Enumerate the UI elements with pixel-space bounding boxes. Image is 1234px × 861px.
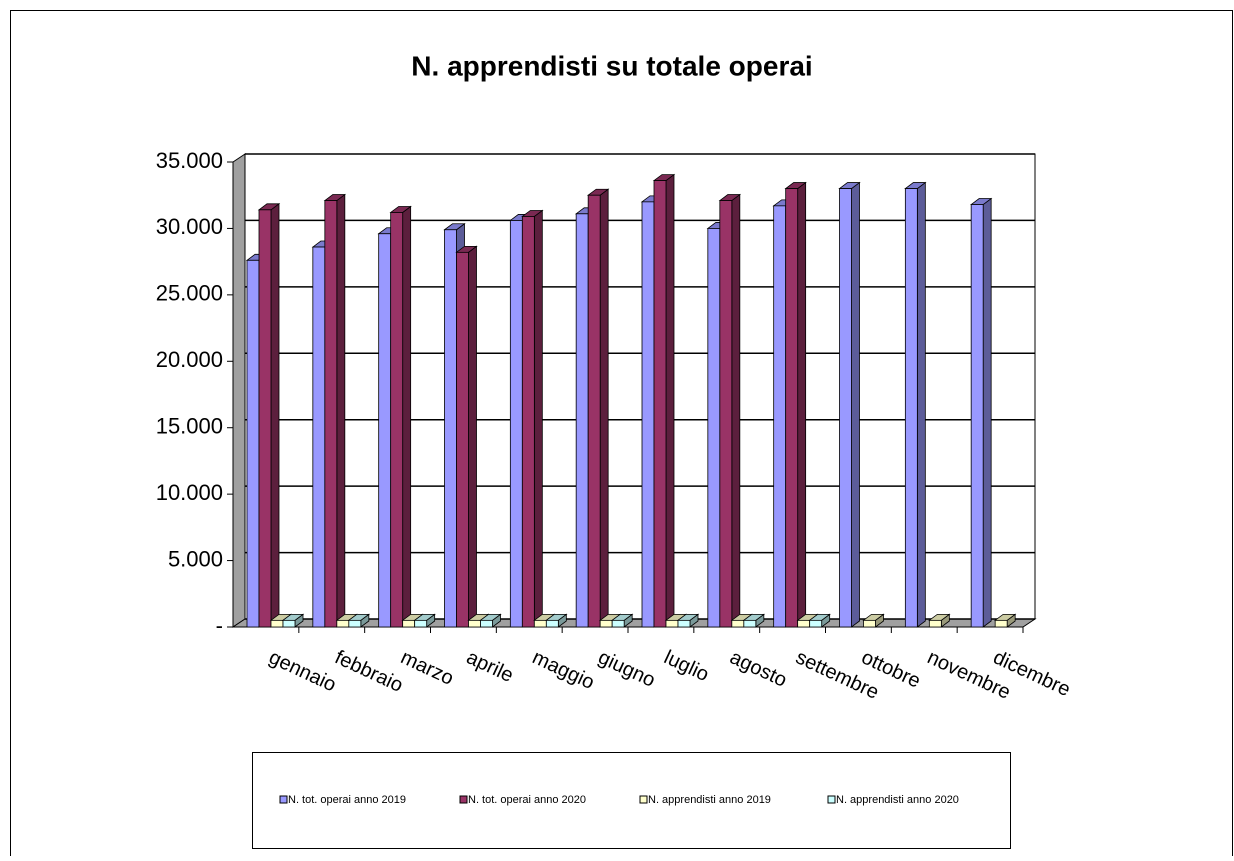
bar bbox=[414, 619, 428, 628]
legend-box bbox=[252, 752, 1011, 849]
bar bbox=[743, 619, 757, 628]
y-tick-label: 5.000 bbox=[168, 546, 223, 571]
side-wall bbox=[232, 153, 246, 628]
bar-side bbox=[468, 245, 477, 628]
bar-side bbox=[402, 205, 412, 628]
x-tick-label: agosto bbox=[726, 646, 790, 691]
chart-frame bbox=[10, 10, 1233, 861]
y-tick-label: - bbox=[216, 613, 223, 638]
bar bbox=[797, 619, 811, 628]
bar-side bbox=[665, 173, 675, 628]
x-tick-label: maggio bbox=[529, 646, 598, 694]
bar bbox=[719, 200, 733, 628]
bar bbox=[665, 619, 679, 628]
y-tick-label: 30.000 bbox=[156, 214, 223, 239]
y-tick-label: 10.000 bbox=[156, 480, 223, 505]
x-tick-label: gennaio bbox=[266, 646, 340, 696]
bar bbox=[611, 619, 625, 628]
legend-swatch bbox=[827, 795, 836, 804]
bar bbox=[402, 619, 416, 628]
bar-side bbox=[336, 193, 346, 628]
y-tick-label: 20.000 bbox=[156, 347, 223, 372]
bar bbox=[994, 619, 1008, 628]
legend-swatch bbox=[639, 795, 648, 804]
legend-swatch bbox=[279, 795, 288, 804]
bar bbox=[521, 216, 535, 628]
y-tick-label: 15.000 bbox=[156, 414, 223, 439]
x-tick-label: aprile bbox=[463, 646, 517, 687]
bar bbox=[336, 619, 350, 628]
bar bbox=[599, 619, 613, 628]
bar bbox=[809, 619, 823, 628]
bar bbox=[904, 188, 918, 628]
bar bbox=[773, 205, 787, 628]
bar bbox=[533, 619, 547, 628]
bar-side bbox=[797, 181, 807, 628]
legend-label: N. apprendisti anno 2019 bbox=[648, 794, 771, 806]
bar bbox=[444, 229, 457, 628]
bar bbox=[378, 233, 392, 628]
bar bbox=[677, 619, 691, 628]
legend-label: N. tot. operai anno 2020 bbox=[468, 794, 586, 806]
bar bbox=[575, 213, 589, 628]
bar bbox=[863, 619, 876, 628]
bar bbox=[731, 619, 745, 628]
bar bbox=[970, 204, 984, 628]
bar bbox=[324, 200, 338, 628]
bar bbox=[928, 619, 942, 628]
bar bbox=[246, 259, 260, 628]
bar bbox=[312, 246, 326, 628]
bar bbox=[839, 188, 852, 628]
bar bbox=[468, 619, 481, 628]
bar bbox=[270, 619, 284, 628]
x-tick-label: giugno bbox=[595, 646, 659, 691]
bar bbox=[509, 220, 523, 628]
bar bbox=[587, 194, 601, 628]
bar-side bbox=[270, 203, 280, 628]
x-tick-label: marzo bbox=[397, 646, 457, 689]
bar bbox=[348, 619, 362, 628]
bar-side bbox=[533, 209, 543, 628]
bar bbox=[456, 251, 469, 628]
bar-side bbox=[916, 181, 926, 628]
bar-side bbox=[599, 188, 609, 628]
bar bbox=[653, 180, 667, 628]
bar bbox=[545, 619, 559, 628]
x-tick-label: luglio bbox=[661, 646, 713, 686]
bar bbox=[390, 212, 404, 628]
bar bbox=[785, 188, 799, 628]
y-tick-label: 25.000 bbox=[156, 281, 223, 306]
bar-side bbox=[731, 193, 741, 628]
legend-label: N. apprendisti anno 2020 bbox=[836, 794, 959, 806]
legend-swatch bbox=[459, 795, 468, 804]
bar-side bbox=[851, 181, 860, 628]
chart-title: N. apprendisti su totale operai bbox=[411, 50, 812, 81]
bar-side bbox=[982, 197, 992, 628]
bar bbox=[707, 228, 721, 628]
bar bbox=[480, 619, 493, 628]
bar bbox=[641, 201, 655, 628]
bar bbox=[258, 209, 272, 628]
bar bbox=[282, 619, 296, 628]
y-tick-label: 35.000 bbox=[156, 148, 223, 173]
legend-label: N. tot. operai anno 2019 bbox=[288, 794, 406, 806]
x-tick-label: febbraio bbox=[331, 646, 406, 696]
